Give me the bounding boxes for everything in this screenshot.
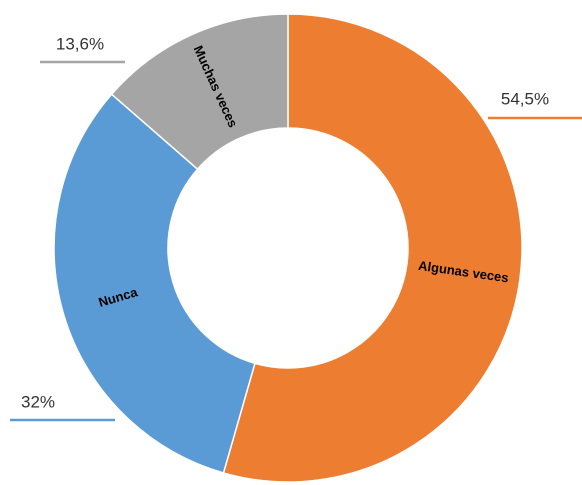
donut-slice [110,13,289,171]
donut-slice [222,13,523,483]
donut-slice [53,93,256,474]
value-label: 32% [21,392,55,411]
value-label: 13,6% [56,34,104,53]
value-label: 54,5% [501,89,549,108]
